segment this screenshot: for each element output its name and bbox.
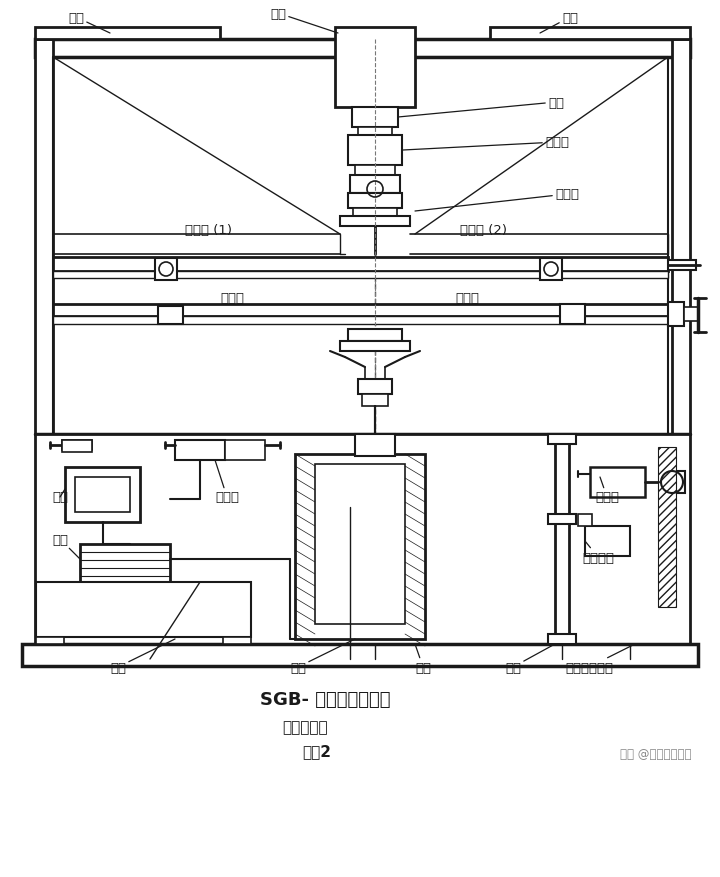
Text: 油箱: 油箱 [110,639,175,674]
Bar [348,136,402,166]
Bar [555,434,569,645]
Text: 平衡铁 (1): 平衡铁 (1) [185,224,232,236]
Bar [80,545,170,582]
Bar [668,260,696,271]
Text: 电磁阀: 电磁阀 [215,460,239,504]
Text: 上压头: 上压头 [415,189,579,211]
Bar [350,175,400,194]
Bar [560,304,585,324]
Bar [668,303,684,326]
Bar [340,342,410,352]
Bar [352,108,398,128]
Text: 传感器: 传感器 [403,136,569,151]
Text: 油泵: 油泵 [52,533,80,560]
Bar [175,440,225,460]
Bar [75,477,130,512]
Bar [362,395,388,407]
Bar [35,434,690,645]
Text: 调速阀: 调速阀 [595,477,619,504]
Text: 平衡铁 (2): 平衡铁 (2) [460,224,507,236]
Text: 限位开关: 限位开关 [582,541,614,564]
Bar [358,380,392,395]
Bar [585,526,630,556]
Bar [660,472,685,494]
Bar [548,634,576,645]
Bar [36,582,251,638]
Bar [348,330,402,342]
Text: 油缸: 油缸 [415,645,431,674]
Text: 活塞: 活塞 [290,639,355,674]
Text: 附图2: 附图2 [302,744,331,759]
Bar [548,515,576,524]
Bar [348,194,402,209]
Bar [684,308,698,322]
Bar [590,467,645,497]
Text: 立柱: 立柱 [270,8,338,34]
Bar [53,258,668,272]
Bar [65,467,140,523]
Bar [490,28,690,40]
Bar [62,440,92,453]
Text: 电机: 电机 [52,489,68,504]
Bar [36,638,64,645]
Bar [53,304,668,317]
Text: 定位头: 定位头 [455,291,479,304]
Bar [355,166,395,175]
Bar [340,217,410,227]
Bar [53,272,668,279]
Bar [225,440,265,460]
Bar [353,209,397,217]
Text: 支承架: 支承架 [220,291,244,304]
Text: 知乎 @苏州科准测控: 知乎 @苏州科准测控 [620,748,691,760]
Bar [548,434,576,445]
Text: 机械结构图: 机械结构图 [282,720,328,735]
Text: 拉杆: 拉杆 [505,645,555,674]
Text: 螺栓: 螺栓 [398,96,564,118]
Text: 盖板: 盖板 [540,11,578,34]
Bar [358,128,392,136]
Text: 电路板数显板: 电路板数显板 [565,645,635,674]
Bar [22,645,698,667]
Bar [155,259,177,281]
Text: SGB- 卧型抗折试验机: SGB- 卧型抗折试验机 [260,690,390,709]
Bar [223,638,251,645]
Bar [335,28,415,108]
Bar [540,259,562,281]
Text: 盖板: 盖板 [68,11,110,34]
Bar [658,447,676,607]
Bar [62,440,92,451]
Bar [158,307,183,324]
Bar [672,40,690,434]
Bar [35,28,220,40]
Bar [35,40,53,434]
Bar [578,515,592,526]
Bar [35,40,690,58]
Bar [53,317,668,324]
Bar [355,434,395,457]
Bar [315,465,405,624]
Bar [295,454,425,639]
